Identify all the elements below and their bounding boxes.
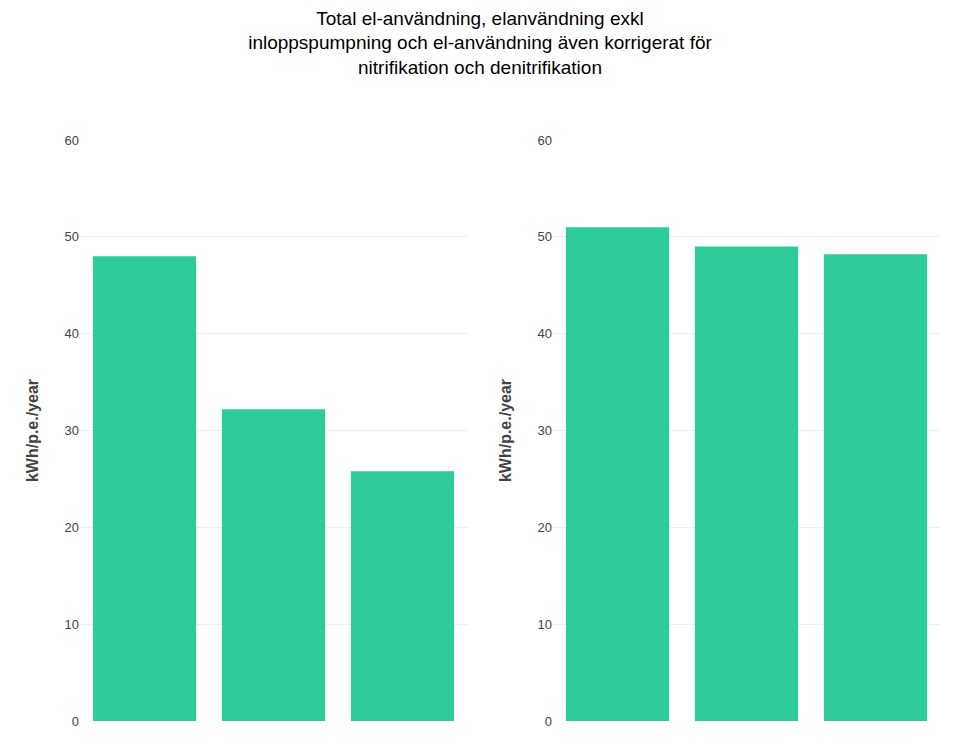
svg-text:40: 40 xyxy=(538,326,552,341)
svg-text:40: 40 xyxy=(65,326,79,341)
svg-text:30: 30 xyxy=(65,423,79,438)
svg-text:0: 0 xyxy=(72,714,79,729)
svg-text:kWh/p.e./year: kWh/p.e./year xyxy=(24,379,41,482)
svg-text:60: 60 xyxy=(538,133,552,148)
svg-text:10: 10 xyxy=(65,617,79,632)
svg-text:60: 60 xyxy=(65,133,79,148)
svg-text:50: 50 xyxy=(538,229,552,244)
svg-text:10: 10 xyxy=(538,617,552,632)
svg-text:kWh/p.e./year: kWh/p.e./year xyxy=(497,379,514,482)
svg-text:30: 30 xyxy=(538,423,552,438)
svg-text:Total el-användning, elanvändn: Total el-användning, elanvändning exklin… xyxy=(248,8,712,78)
svg-text:0: 0 xyxy=(545,714,552,729)
svg-text:20: 20 xyxy=(65,520,79,535)
svg-text:50: 50 xyxy=(65,229,79,244)
svg-text:20: 20 xyxy=(538,520,552,535)
